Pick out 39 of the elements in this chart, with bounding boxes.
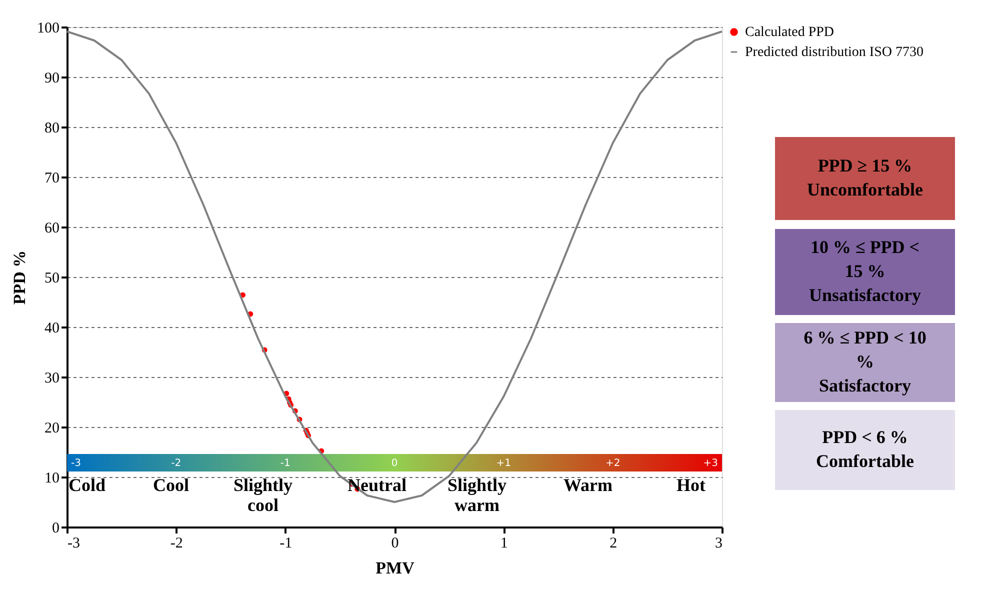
x2-tick-label: 0	[391, 458, 398, 469]
y-tick-label: 80	[44, 120, 60, 136]
x-axis-title: PMV	[376, 558, 416, 578]
x-tick-label: -3	[68, 536, 80, 552]
x-tick-label: 3	[715, 536, 722, 552]
y-tick-label: 100	[37, 20, 60, 36]
x-tick-label: 1	[500, 536, 508, 552]
annotation: Hot	[676, 475, 706, 495]
annotation: Cold	[68, 475, 106, 495]
x2-tick-label: -3	[71, 458, 81, 469]
y-tick-label: 30	[44, 370, 60, 386]
x2-tick-label: -1	[280, 458, 290, 469]
x-tick-label: 2	[610, 536, 618, 552]
text: 6 % ≤ PPD < 10 % Satisfactory	[804, 328, 926, 396]
annotation: Slightly cool	[233, 475, 293, 515]
y-tick-label: 40	[44, 320, 60, 336]
text: PPD ≥ 15 % Uncomfortable	[807, 156, 923, 200]
legend-label: Calculated PPD	[745, 25, 834, 40]
y-tick-label: 50	[44, 270, 60, 286]
y-tick-label: 90	[44, 70, 60, 86]
annotation: Slightly warm	[447, 475, 507, 515]
y-tick-label: 0	[52, 520, 60, 536]
legend-label: Predicted distribution ISO 7730	[745, 45, 924, 60]
x-tick-label: -1	[280, 536, 292, 552]
x2-tick-label: -2	[171, 458, 182, 469]
y-tick-label: 10	[44, 470, 60, 486]
x-tick-label: 0	[391, 536, 399, 552]
y-axis-title: PPD %	[10, 250, 29, 305]
text: PPD < 6 % Comfortable	[816, 427, 914, 471]
text: 10 % ≤ PPD < 15 % Unsatisfactory	[809, 237, 921, 305]
annotation: Warm	[564, 475, 612, 495]
y-tick-label: 70	[44, 170, 60, 186]
x2-tick-label: +2	[605, 458, 620, 469]
y-tick-label: 20	[44, 420, 60, 436]
x2-tick-label: +3	[703, 458, 718, 469]
annotation: Cool	[153, 475, 189, 495]
x-tick-label: -2	[170, 536, 183, 552]
x2-tick-label: +1	[496, 458, 512, 469]
y-tick-label: 60	[44, 220, 60, 236]
